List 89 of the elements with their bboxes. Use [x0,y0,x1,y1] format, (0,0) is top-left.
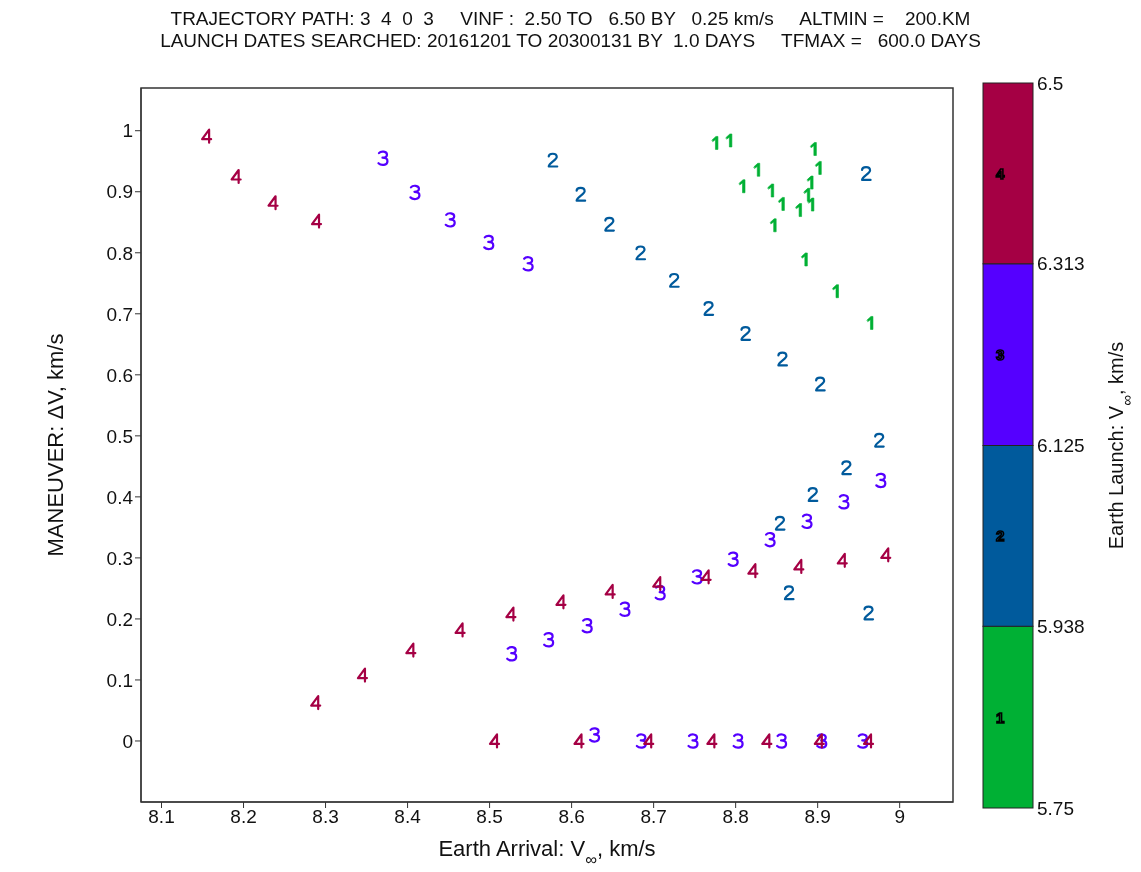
text: 1 [996,708,1005,726]
point [555,594,567,610]
y-tick-label: 0.3 [106,547,133,569]
x-tick-label: 8.6 [558,806,585,828]
point [801,513,813,530]
point [838,494,850,510]
text: 3 [996,346,1005,364]
color-bar-label: 6.125 [1037,435,1085,456]
point [588,727,601,743]
x-tick-label: 8.3 [312,806,339,828]
color-bar-label: 6.5 [1037,72,1064,94]
point [310,694,322,711]
color-bar-label: 5.75 [1037,797,1074,819]
point [875,472,887,489]
point [405,642,417,658]
point [230,168,242,185]
point [863,605,875,621]
point [774,515,786,531]
y-tick-label: 0.8 [106,242,133,264]
point [488,733,501,749]
point [201,128,213,144]
point [761,733,773,749]
point [635,733,647,749]
x-tick-label: 8.2 [230,806,257,828]
chart-title: TRAJECTORY PATH: 3 4 0 3 VINF : 2.50 TO 6.50 BY 0.25 km/s ALTMIN = 200.KM [169,8,972,30]
text: 4 [996,164,1005,182]
y-tick-label: 0.1 [106,669,133,691]
y-tick-label: 0 [122,730,133,752]
y-tick-label: 0.2 [106,608,133,630]
y-tick-label: 0.4 [106,486,134,508]
x-tick-label: 8.9 [804,806,831,828]
point [807,487,819,503]
point [619,601,631,617]
point [775,733,788,749]
x-tick-label: 8.4 [394,806,422,828]
point [652,575,664,592]
point [654,585,666,601]
x-tick-label: 8.8 [722,806,749,828]
point [444,212,456,228]
point [862,733,875,749]
color-bar-label: 5.938 [1037,615,1085,637]
text: 2 [996,527,1005,545]
point [764,532,776,548]
point [793,558,805,575]
point [700,569,712,585]
x-tick-label: 8.7 [640,806,667,828]
point [409,184,421,201]
point [687,733,699,749]
y-axis-title: MANEUVER: ΔV, km/s [43,333,68,557]
point [703,301,715,316]
point [575,186,587,202]
y-tick-label: 0.6 [106,364,133,386]
chart-subtitle: LAUNCH DATES SEARCHED: 20161201 TO 20300131 BY 1.0 DAYS TFMAX = 600.0 DAYS [159,30,982,52]
y-tick-label: 0.5 [106,425,133,447]
point [506,646,518,662]
point [732,733,744,749]
point [267,195,279,211]
point [547,152,559,168]
x-tick-label: 8.5 [476,806,503,828]
point [727,551,739,567]
point [706,733,718,749]
y-tick-label: 0.9 [106,181,133,203]
x-tick-label: 9 [894,806,905,828]
point [454,622,466,638]
point [377,150,389,166]
point [635,245,647,261]
point [643,733,655,749]
point [691,569,703,585]
point [783,585,795,601]
point [356,667,369,683]
point [543,632,555,648]
point [860,166,872,182]
point [310,213,323,229]
x-tick-label: 8.1 [148,806,175,828]
point [573,733,585,749]
point [880,547,892,563]
point [483,234,495,251]
point [505,606,517,622]
y-tick-label: 0.7 [106,303,133,325]
point [836,552,848,568]
x-axis-title: Earth Arrival: V$_{∞}$, km/s [438,836,656,868]
point [604,583,616,600]
color-bar-label: 6.313 [1037,253,1085,275]
point [581,618,593,634]
point [747,563,759,579]
point [857,733,869,749]
point [740,326,752,341]
y-tick-label: 1 [122,120,133,142]
point [522,256,534,272]
